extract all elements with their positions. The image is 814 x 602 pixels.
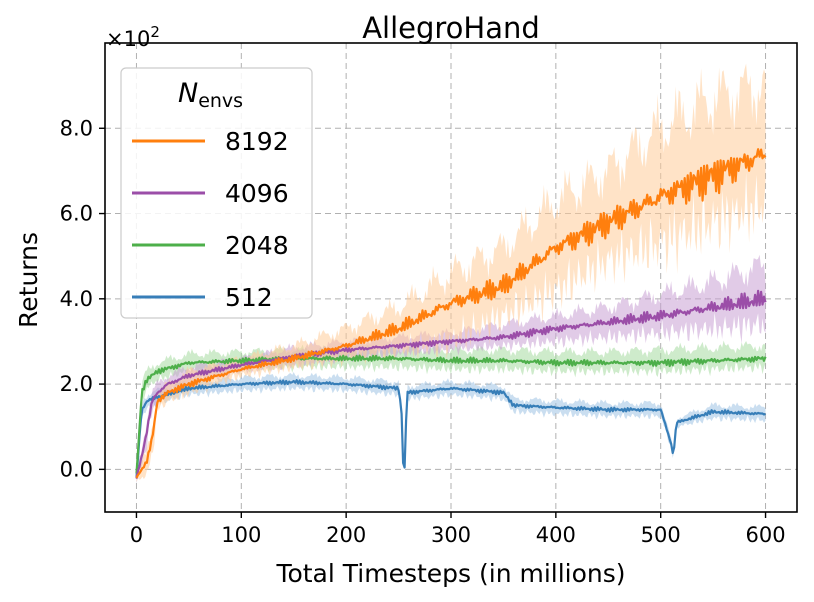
y-tick-label: 8.0 [60,116,93,140]
tick-layer: 0 100 200 300 400 500 600 0.0 2.0 4.0 6.0 8.0 [60,116,786,547]
series-line-512 [135,379,766,478]
y-tick-label: 6.0 [60,202,93,226]
legend-entries: 8192 4096 2048 512 [132,127,289,312]
legend-title: Nenvs [178,78,243,112]
legend-label-2048: 2048 [225,231,289,260]
y-tick-label: 2.0 [60,372,93,396]
series-band-2048 [136,340,766,477]
series-band-4096 [136,254,766,483]
legend-label-8192: 8192 [225,127,289,156]
band-layer [136,63,766,485]
series-line-8192 [135,148,767,479]
legend-box [120,67,313,319]
x-tick-label: 600 [745,523,785,547]
chart-title: AllegroHand [362,11,540,45]
x-tick-label: 100 [221,523,261,547]
legend-label-512: 512 [225,283,273,312]
series-line-4096 [135,289,767,479]
y-axis-label: Returns [14,232,43,328]
legend: Nenvs 8192 4096 2048 512 [120,67,313,319]
series-band-8192 [136,63,766,483]
y-tick-label: 0.0 [60,457,93,481]
x-tick-label: 0 [130,523,143,547]
legend-label-4096: 4096 [225,179,289,208]
x-tick-label: 200 [326,523,366,547]
x-tick-label: 400 [536,523,576,547]
series-line-2048 [135,354,767,474]
y-tick-label: 4.0 [60,287,93,311]
x-tick-label: 300 [431,523,471,547]
y-multiplier: ×102 [106,23,160,51]
x-axis-label: Total Timesteps (in millions) [275,559,625,588]
line-layer [135,148,767,479]
x-tick-label: 500 [641,523,681,547]
